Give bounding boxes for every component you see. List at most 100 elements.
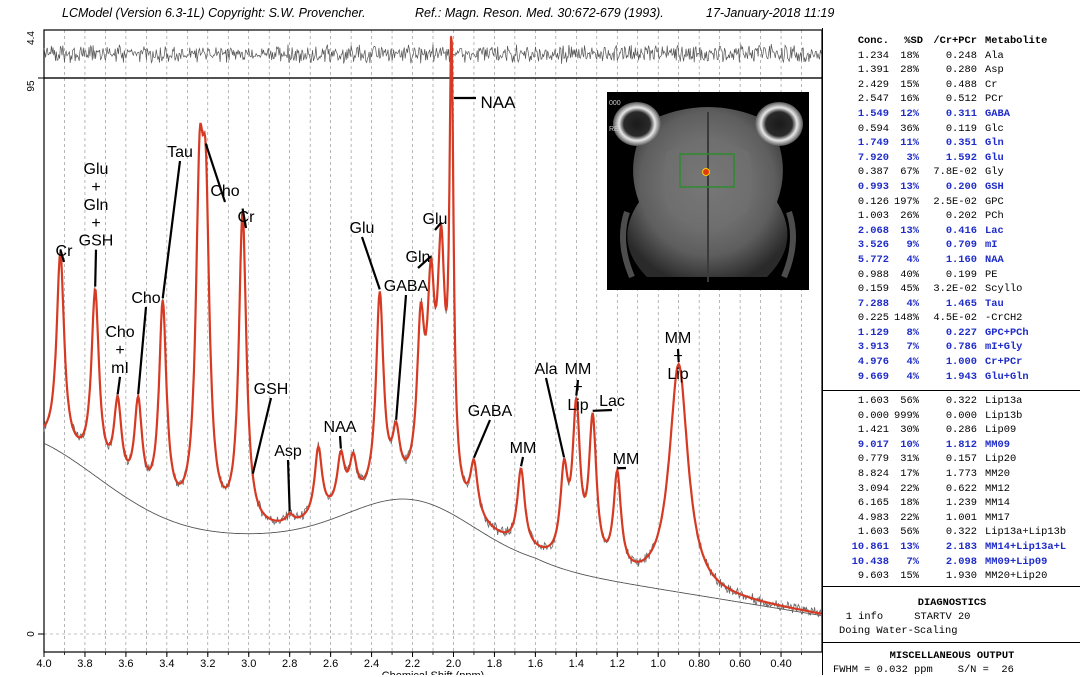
cell-sd: 16% [893, 92, 919, 107]
col-metabolite: Metabolite [985, 34, 1047, 49]
cell-conc: 0.779 [827, 452, 889, 467]
cell-sd: 148% [893, 311, 919, 326]
cell-sd: 26% [893, 209, 919, 224]
cell-ratio: 1.943 [923, 370, 977, 385]
cell-sd: 12% [893, 107, 919, 122]
col-sd: %SD [887, 34, 923, 49]
x-tick-label: 1.0 [651, 658, 666, 670]
cell-sd: 22% [893, 482, 919, 497]
peak-label: Asp [274, 443, 302, 460]
peak-label: NAA [324, 419, 357, 436]
x-tick-label: 3.6 [118, 658, 133, 670]
residual-line [44, 44, 821, 64]
diagnostics-line-1: 1 info STARTV 20 [823, 610, 1080, 624]
peak-label: GSH [254, 381, 289, 398]
cell-ratio: 0.512 [923, 92, 977, 107]
cell-ratio: 2.5E-02 [923, 195, 977, 210]
col-ratio: /Cr+PCr [923, 34, 977, 49]
cell-conc: 7.920 [827, 151, 889, 166]
peak-pointer [546, 378, 564, 457]
cell-sd: 22% [893, 511, 919, 526]
cell-ratio: 0.280 [923, 63, 977, 78]
peak-pointer [362, 237, 380, 289]
peak-label: Cr [56, 243, 74, 260]
cell-metabolite: Lip20 [985, 452, 1016, 467]
x-tick-label: 1.4 [569, 658, 584, 670]
cell-sd: 56% [893, 525, 919, 540]
y-tick-label: 0 [26, 631, 37, 637]
cell-metabolite: PE [985, 268, 997, 283]
cell-metabolite: NAA [985, 253, 1004, 268]
cell-conc: 10.438 [827, 555, 889, 570]
cell-metabolite: GPC [985, 195, 1004, 210]
cell-conc: 0.126 [827, 195, 889, 210]
table-header-row: Conc. %SD /Cr+PCr Metabolite [823, 34, 1080, 49]
inset-label-top: 000 [609, 100, 621, 107]
cell-sd: 67% [893, 165, 919, 180]
cell-conc: 3.526 [827, 238, 889, 253]
cell-metabolite: MM17 [985, 511, 1010, 526]
cell-metabolite: Lip13a+Lip13b [985, 525, 1066, 540]
cell-metabolite: Lac [985, 224, 1004, 239]
cell-metabolite: Scyllo [985, 282, 1022, 297]
cell-sd: 13% [893, 224, 919, 239]
cell-metabolite: -CrCH2 [985, 311, 1022, 326]
cell-conc: 1.749 [827, 136, 889, 151]
misc-divider [823, 642, 1080, 643]
cell-ratio: 1.812 [923, 438, 977, 453]
peak-pointer [288, 460, 290, 511]
x-tick-label: 2.0 [446, 658, 461, 670]
cell-sd: 30% [893, 423, 919, 438]
cell-sd: 15% [893, 569, 919, 584]
peak-label: Cho [210, 183, 239, 200]
cell-conc: 0.993 [827, 180, 889, 195]
cell-metabolite: Glu [985, 151, 1004, 166]
peak-label: Glu [350, 220, 375, 237]
cell-ratio: 1.239 [923, 496, 977, 511]
diagnostics-section: DIAGNOSTICS 1 info STARTV 20 Doing Water… [823, 596, 1080, 638]
peak-label: Cr [238, 209, 256, 226]
peak-pointer [396, 295, 406, 420]
x-axis-label: Chemical Shift (ppm) [382, 670, 485, 675]
cell-sd: 197% [893, 195, 919, 210]
voi-center-marker [703, 169, 710, 176]
cell-conc: 9.603 [827, 569, 889, 584]
cell-metabolite: mI+Gly [985, 340, 1022, 355]
mri-inset: 000 RE [607, 92, 809, 290]
table-divider [823, 390, 1080, 391]
diagnostics-divider [823, 586, 1080, 587]
residual-tick-label: 4.4 [26, 31, 37, 45]
cell-sd: 31% [893, 452, 919, 467]
cell-ratio: 0.199 [923, 268, 977, 283]
cell-metabolite: Cr+PCr [985, 355, 1022, 370]
cell-ratio: 0.157 [923, 452, 977, 467]
cell-ratio: 1.160 [923, 253, 977, 268]
cell-ratio: 0.311 [923, 107, 977, 122]
diagnostics-line-2: Doing Water-Scaling [823, 624, 1080, 638]
x-tick-label: 0.40 [770, 658, 791, 670]
peak-label: GABA [468, 403, 513, 420]
cell-sd: 4% [893, 253, 919, 268]
peak-label: Cho [131, 290, 160, 307]
cell-sd: 28% [893, 63, 919, 78]
col-conc: Conc. [827, 34, 889, 49]
cell-metabolite: MM14+Lip13a+L [985, 540, 1066, 555]
cell-metabolite: PCr [985, 92, 1004, 107]
cell-conc: 8.824 [827, 467, 889, 482]
